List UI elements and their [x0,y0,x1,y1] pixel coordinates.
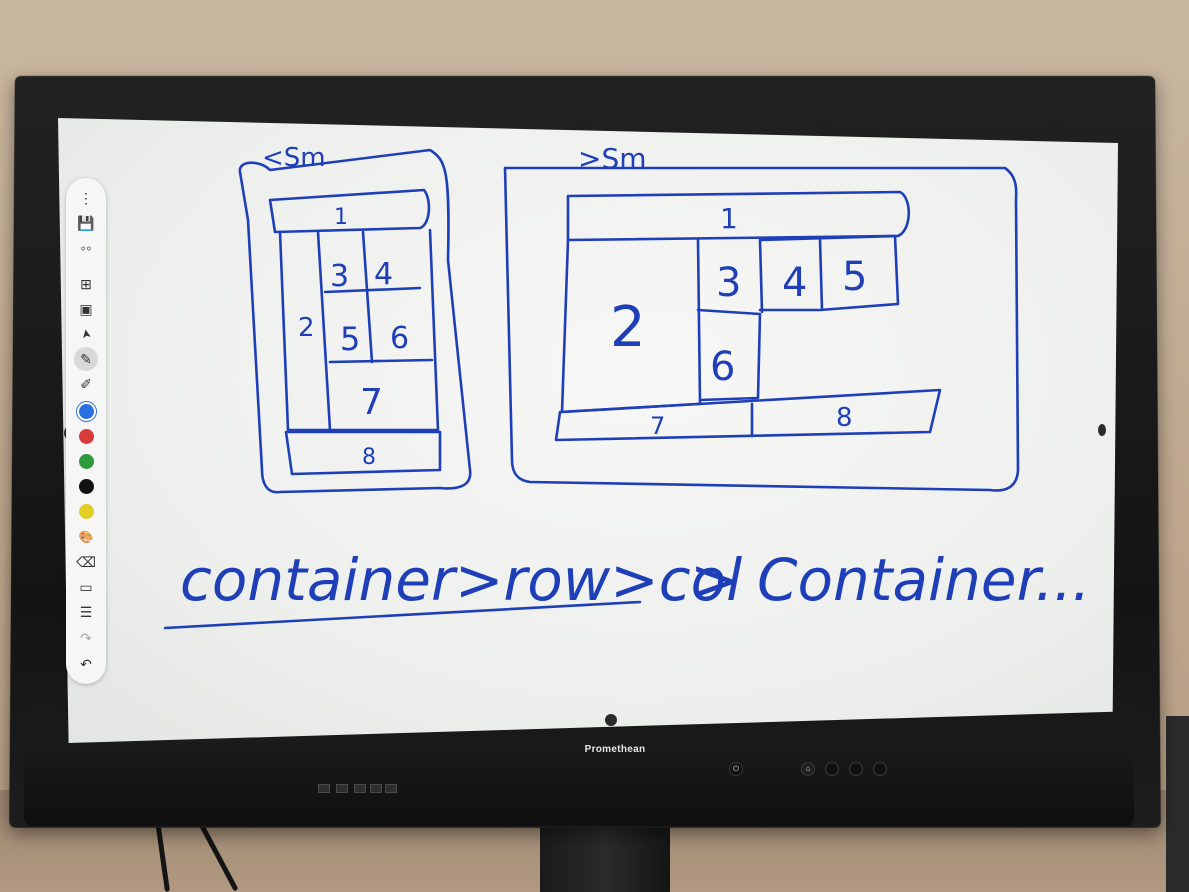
whiteboard-toolbar: ⋮ 💾 ⸰⸰ ⊞ ▣ ➤ ✎ ✐ 🎨 ⌫ ▭ ☰ ↷ ↶ [66,178,106,684]
small-cell-label: 8 [362,445,376,470]
pen-icon[interactable]: ✎ [74,347,98,371]
label-small: <Sm [262,143,326,173]
palette-icon[interactable]: 🎨 [74,525,98,549]
large-cell-label: 7 [650,412,665,440]
color-blue[interactable] [74,399,98,423]
formula-right: > Container... [690,546,1090,614]
save-icon[interactable]: 💾 [74,211,98,235]
label-large: >Sm [578,142,647,175]
more-icon[interactable]: ⋮ [74,186,98,210]
large-cell-label: 1 [720,202,738,235]
color-yellow[interactable] [74,499,98,523]
small-cell-label: 1 [334,205,348,230]
large-cell-label: 4 [782,260,807,306]
small-cell-label: 7 [360,382,383,423]
small-cell-label: 5 [340,320,360,358]
color-black[interactable] [74,474,98,498]
eraser-alt-icon[interactable]: ▭ [74,575,98,599]
small-cell-label: 3 [330,259,349,294]
large-cell-label: 2 [610,295,646,360]
small-cell-label: 4 [374,257,393,292]
small-cell-label: 2 [298,313,315,343]
small-cell-label: 6 [390,321,409,356]
image-icon[interactable]: ▣ [74,297,98,321]
clear-icon[interactable]: ☰ [74,600,98,624]
split-icon[interactable]: ⸰⸰ [74,236,98,260]
undo-icon[interactable]: ↶ [74,652,98,676]
redo-icon[interactable]: ↷ [74,626,98,650]
highlighter-icon[interactable]: ✐ [74,372,98,396]
grid-icon[interactable]: ⊞ [74,272,98,296]
eraser-icon[interactable]: ⌫ [74,550,98,574]
color-green[interactable] [74,449,98,473]
large-cell-label: 5 [842,254,867,300]
large-cell-label: 3 [716,260,741,306]
pointer-icon[interactable]: ➤ [72,320,100,348]
large-cell-label: 6 [710,344,735,390]
large-cell-label: 8 [836,403,853,433]
color-red[interactable] [74,424,98,448]
formula-left: container>row>col [180,546,742,614]
